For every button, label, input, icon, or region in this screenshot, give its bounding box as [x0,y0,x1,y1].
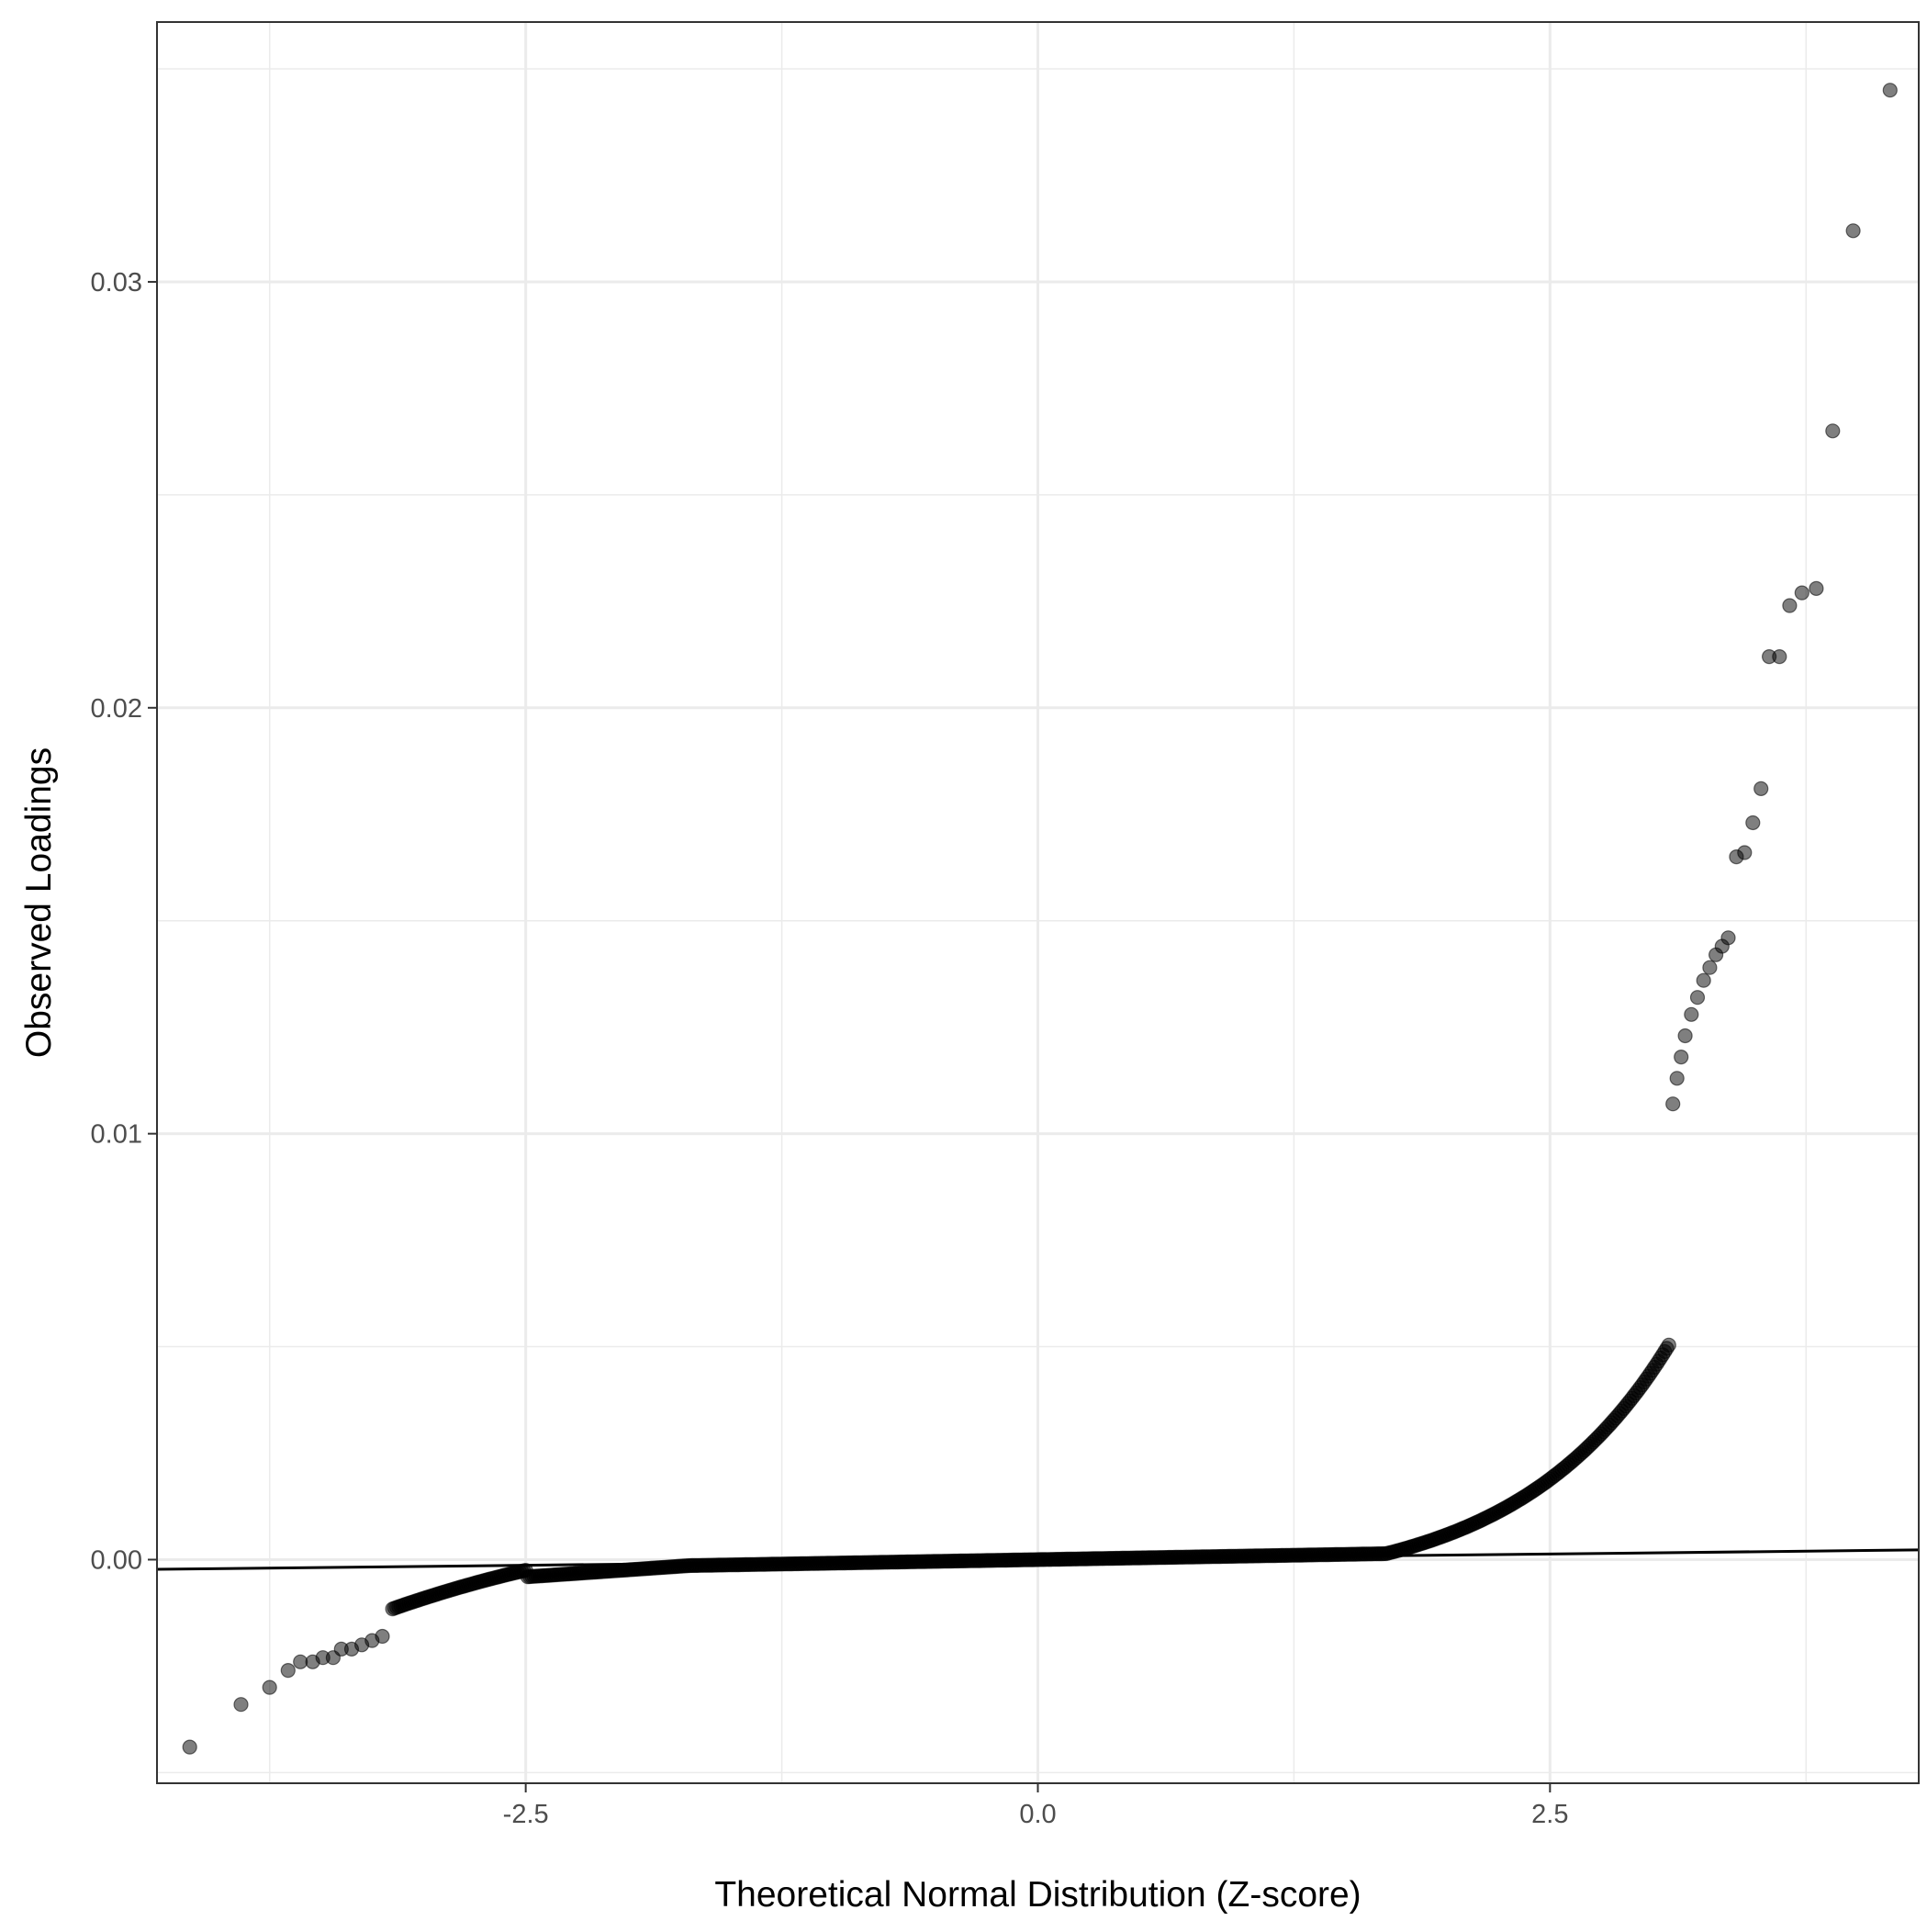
y-axis-title: Observed Loadings [19,747,59,1058]
reference-line [156,1548,1920,1571]
data-point [1684,1006,1699,1022]
data-point [1809,580,1824,597]
data-point [1677,1028,1693,1044]
data-point [1669,1071,1685,1086]
data-point [280,1662,296,1679]
data-point [1720,930,1736,946]
data-point [293,1654,308,1669]
data-point [1753,781,1769,797]
data-point [1794,585,1809,601]
data-point [1696,972,1711,988]
data-point [233,1697,249,1713]
y-tick-label: 0.00 [91,1545,142,1575]
y-tick-label: 0.02 [91,694,142,724]
x-tick-label: 2.5 [1531,1800,1568,1829]
data-point [1689,990,1706,1005]
x-axis-ticks: -2.5 0.0 2.5 [503,1783,1569,1829]
data-point [1772,648,1787,665]
data-point [262,1679,277,1695]
y-tick-label: 0.03 [91,268,142,298]
x-axis-title: Theoretical Normal Distribution (Z-score… [714,1875,1361,1915]
data-point [1845,223,1861,239]
data-point [1661,1337,1676,1353]
y-tick-label: 0.01 [91,1120,142,1150]
data-point [1737,845,1753,860]
data-point [1825,423,1841,439]
x-tick-label: -2.5 [503,1800,549,1829]
data-point [1665,1096,1681,1112]
data-point [1882,83,1898,98]
data-point [1674,1049,1689,1065]
data-point [375,1628,390,1645]
major-gridlines [157,22,1919,1783]
x-tick-label: 0.0 [1019,1800,1056,1829]
data-point [1745,814,1761,831]
data-point [1702,960,1718,975]
data-point [182,1739,197,1755]
y-axis-ticks: 0.00 0.01 0.02 0.03 [91,268,157,1575]
data-point [1782,598,1798,613]
